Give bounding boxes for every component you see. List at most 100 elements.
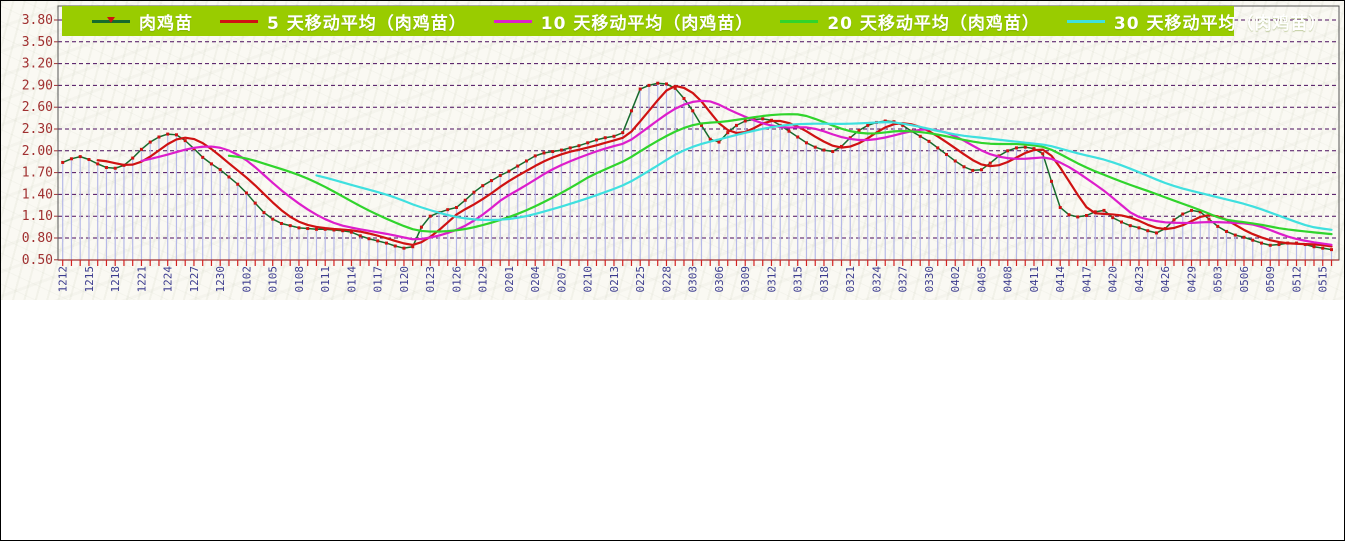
x-axis-tick-label: 0201 <box>503 266 516 293</box>
legend-item-main-series: 肉鸡苗 <box>92 9 193 34</box>
series-marker <box>262 211 266 215</box>
x-axis-tick-label: 0318 <box>818 266 831 293</box>
x-axis-tick-label: 0503 <box>1212 266 1225 293</box>
x-axis-tick-label: 0207 <box>555 266 568 293</box>
series-marker <box>1321 246 1325 250</box>
x-axis-tick-label: 0129 <box>477 266 490 293</box>
x-axis-tick-label: 0309 <box>739 266 752 293</box>
x-axis-tick-label: 0228 <box>660 266 673 293</box>
series-marker <box>104 166 108 170</box>
series-marker <box>271 217 275 221</box>
series-marker <box>1154 231 1158 235</box>
series-marker <box>463 198 467 202</box>
series-marker <box>1023 145 1027 149</box>
x-axis-tick-label: 0303 <box>687 266 700 293</box>
series-marker <box>1076 215 1080 219</box>
x-axis-tick-label: 0306 <box>713 266 726 293</box>
series-marker <box>603 136 607 140</box>
series-line-ma30 <box>315 120 1333 231</box>
series-marker <box>971 168 975 172</box>
series-marker <box>866 123 870 127</box>
series-marker <box>96 162 100 166</box>
series-marker <box>236 182 240 186</box>
series-marker <box>804 141 808 145</box>
x-axis-tick-label: 0111 <box>319 266 332 293</box>
series-marker <box>376 239 380 243</box>
x-axis-tick-label: 0408 <box>1002 266 1015 293</box>
series-marker <box>761 117 765 121</box>
series-marker <box>734 123 738 127</box>
legend-label: 肉鸡苗 <box>139 13 193 34</box>
series-marker <box>148 140 152 144</box>
x-axis-tick-label: 0108 <box>293 266 306 293</box>
red-marker-icon <box>107 16 115 23</box>
series-marker <box>962 165 966 169</box>
x-axis-tick-label: 0506 <box>1238 266 1251 293</box>
x-axis-tick-label: 0225 <box>634 266 647 293</box>
series-marker <box>533 154 537 158</box>
series-marker <box>253 201 257 205</box>
series-marker <box>131 156 135 160</box>
series-marker <box>1224 229 1228 233</box>
series-marker <box>341 229 345 233</box>
series-marker <box>411 245 415 249</box>
y-axis-tick-label: 1.70 <box>22 166 53 181</box>
x-axis-tick-label: 0126 <box>450 266 463 293</box>
series-marker <box>936 146 940 150</box>
series-marker <box>708 137 712 141</box>
series-marker <box>1330 248 1333 252</box>
legend-item-ma30: 30 天移动平均（肉鸡苗） <box>1066 9 1327 34</box>
chart-legend: 肉鸡苗 5 天移动平均（肉鸡苗） 10 天移动平均（肉鸡苗） 20 天移动平均（… <box>62 6 1325 36</box>
series-marker <box>1006 149 1010 153</box>
series-marker <box>314 227 318 231</box>
series-marker <box>384 241 388 245</box>
series-marker <box>244 191 248 195</box>
legend-swatch-ma30-icon <box>1066 19 1105 23</box>
series-marker <box>918 134 922 138</box>
series-marker <box>516 164 520 168</box>
series-marker <box>953 159 957 163</box>
series-marker <box>454 205 458 209</box>
series-marker <box>157 135 161 139</box>
series-marker <box>1242 235 1246 239</box>
x-axis-tick-label: 0327 <box>897 266 910 293</box>
series-marker <box>472 190 476 194</box>
y-axis-tick-label: 3.80 <box>22 13 53 28</box>
series-marker <box>1093 210 1097 214</box>
series-marker <box>288 224 292 228</box>
series-marker <box>699 123 703 127</box>
series-marker <box>831 150 835 154</box>
x-axis-tick-label: 0213 <box>608 266 621 293</box>
series-marker <box>621 131 625 135</box>
legend-swatch-ma10-icon <box>493 19 532 23</box>
series-marker <box>594 138 598 142</box>
x-axis-tick-label: 0420 <box>1107 266 1120 293</box>
series-marker <box>612 134 616 138</box>
y-axis-tick-label: 1.10 <box>22 209 53 224</box>
series-marker <box>726 131 730 135</box>
series-marker <box>139 147 143 151</box>
series-marker <box>559 148 563 152</box>
legend-swatch-ma20-icon <box>780 19 819 23</box>
series-marker <box>1058 205 1062 209</box>
legend-label: 30 天移动平均（肉鸡苗） <box>1113 13 1327 34</box>
series-marker <box>839 144 843 148</box>
series-marker <box>551 150 555 154</box>
plot-frame <box>57 5 1340 261</box>
x-axis-tick-label: 0120 <box>398 266 411 293</box>
x-axis-tick-label: 0411 <box>1028 266 1041 293</box>
series-line-ma20 <box>227 113 1333 236</box>
x-axis-tick-label: 1224 <box>162 266 175 293</box>
series-marker <box>1111 216 1115 220</box>
series-marker <box>787 129 791 133</box>
series-marker <box>113 166 117 170</box>
x-axis-tick-label: 0429 <box>1185 266 1198 293</box>
series-marker <box>577 144 581 148</box>
series-marker <box>1102 208 1106 212</box>
series-marker <box>1216 224 1220 228</box>
series-marker <box>813 145 817 149</box>
series-marker <box>1049 179 1053 183</box>
y-axis-tick-label: 3.50 <box>22 35 53 50</box>
